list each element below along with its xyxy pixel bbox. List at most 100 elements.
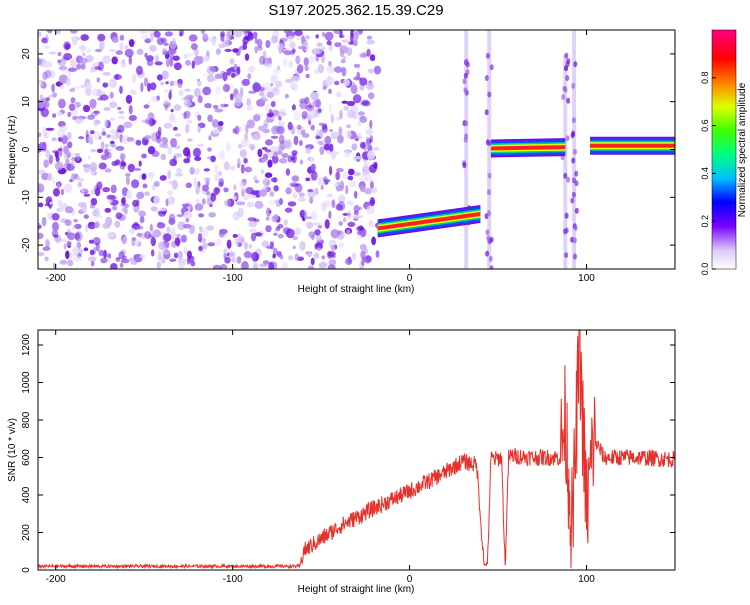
noise-blob (292, 74, 301, 82)
noise-blob (362, 172, 367, 176)
noise-blob (243, 241, 248, 249)
noise-blob (290, 82, 298, 91)
noise-blob (38, 132, 42, 137)
spike-blob (485, 250, 490, 257)
noise-blob (85, 87, 92, 97)
noise-blob (294, 253, 299, 261)
noise-blob (234, 93, 243, 104)
noise-blob (133, 221, 139, 226)
noise-blob (208, 37, 217, 43)
noise-blob (115, 257, 121, 261)
noise-blob (310, 91, 319, 101)
vertical-spike (487, 30, 492, 269)
noise-blob (163, 233, 172, 242)
noise-blob (271, 125, 280, 135)
noise-blob (128, 115, 137, 121)
noise-blob (281, 261, 289, 269)
snr-panel: -200 -100 0 100 0 200 400 600 800 1000 1200 Heigh… (7, 329, 676, 595)
noise-blob (370, 180, 374, 190)
noise-blob (83, 247, 89, 252)
noise-blob (336, 167, 344, 173)
noise-blob (87, 155, 91, 160)
noise-blob (372, 146, 380, 151)
noise-blob (98, 249, 105, 257)
noise-blob (299, 100, 308, 110)
noise-blob (248, 143, 256, 150)
noise-blob (110, 184, 117, 194)
noise-blob (207, 242, 216, 247)
noise-blob (293, 135, 299, 146)
noise-blob (58, 98, 66, 109)
noise-blob (277, 233, 284, 239)
noise-blob (162, 143, 169, 149)
noise-blob (241, 261, 249, 269)
noise-blob (260, 169, 265, 175)
noise-blob (266, 112, 275, 118)
noise-blob (119, 42, 124, 51)
noise-blob (80, 203, 87, 214)
noise-blob (319, 146, 325, 155)
noise-blob (173, 153, 182, 158)
noise-blob (96, 148, 103, 153)
noise-blob (167, 146, 173, 155)
noise-blob (38, 58, 43, 66)
noise-blob (323, 143, 331, 151)
noise-blob (328, 210, 332, 219)
snr-line-layer (38, 330, 675, 570)
noise-blob (218, 178, 225, 187)
noise-blob (67, 131, 72, 140)
signal-track-band (490, 145, 566, 151)
noise-blob (74, 117, 84, 124)
noise-blob (52, 92, 58, 98)
spike-blob (566, 176, 571, 183)
noise-blob (116, 129, 122, 133)
noise-blob (239, 149, 248, 158)
noise-blob (231, 257, 236, 263)
noise-blob (128, 104, 133, 115)
noise-blob (306, 221, 314, 229)
noise-blob (261, 94, 266, 99)
spike-blob (566, 58, 571, 65)
noise-blob (161, 70, 169, 80)
noise-blob (207, 74, 215, 83)
noise-blob (261, 240, 270, 248)
noise-blob (165, 57, 170, 68)
noise-blob (57, 59, 62, 63)
noise-blob (72, 255, 82, 262)
noise-blob (141, 119, 147, 124)
noise-blob (266, 207, 271, 217)
noise-blob (59, 74, 68, 84)
noise-blob (284, 93, 289, 99)
noise-blob (59, 203, 65, 213)
noise-blob (197, 143, 204, 147)
noise-blob (353, 190, 358, 199)
noise-blob (150, 82, 157, 91)
spike-blob (562, 85, 567, 92)
noise-blob (365, 255, 371, 262)
noise-blob (66, 240, 72, 246)
noise-blob (317, 224, 323, 229)
noise-blob (339, 30, 343, 39)
noise-blob (287, 35, 294, 42)
noise-blob (335, 171, 341, 181)
noise-blob (208, 212, 217, 218)
noise-blob (230, 83, 234, 88)
noise-blob (142, 183, 148, 189)
noise-blob (56, 128, 66, 138)
noise-blob (97, 33, 106, 42)
noise-blob (193, 147, 201, 158)
noise-blob (159, 175, 167, 181)
noise-blob (202, 73, 208, 77)
noise-blob (271, 76, 276, 84)
noise-blob (337, 194, 346, 204)
noise-blob (357, 111, 365, 116)
noise-blob (356, 226, 364, 232)
noise-blob (149, 44, 157, 52)
noise-blob (208, 135, 212, 141)
noise-blob (191, 60, 195, 69)
noise-blob (353, 76, 362, 81)
noise-blob (214, 108, 224, 113)
noise-blob (202, 184, 209, 192)
noise-blob (88, 239, 94, 244)
